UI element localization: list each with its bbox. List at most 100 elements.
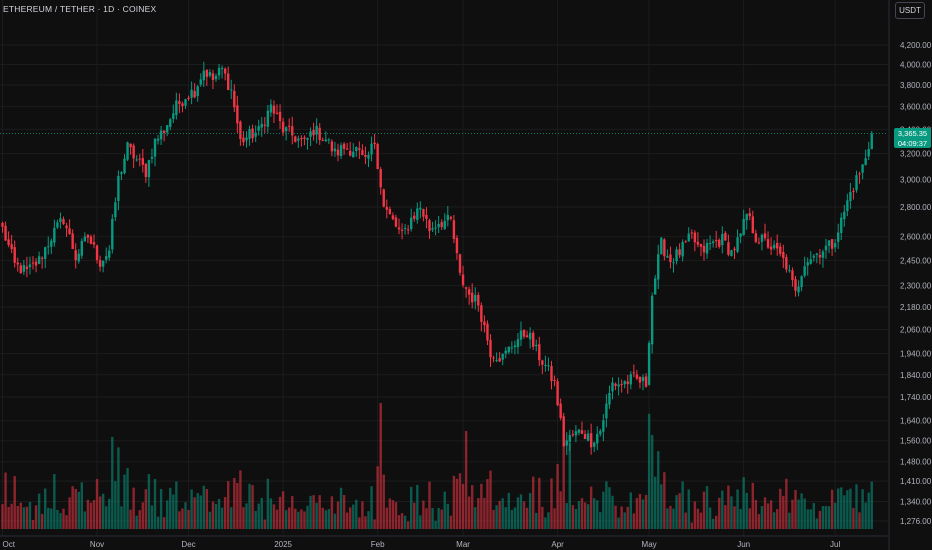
candle-body <box>211 73 215 81</box>
volume-bar <box>711 518 715 529</box>
candle-body <box>400 229 404 231</box>
candle-body <box>477 294 480 306</box>
candle-body <box>342 143 346 149</box>
volume-bar <box>59 513 62 529</box>
candle-body <box>324 139 327 142</box>
candle-body <box>849 192 852 201</box>
volume-bar <box>623 512 626 529</box>
volume-bar <box>522 501 526 529</box>
candle-body <box>120 172 123 175</box>
volume-bar <box>803 498 806 529</box>
volume-bar <box>672 508 675 529</box>
volume-bar <box>214 503 218 529</box>
volume-bar <box>315 502 318 529</box>
candle-body <box>522 329 526 337</box>
volume-bar <box>544 517 547 529</box>
volume-bar <box>660 484 663 529</box>
volume-bar <box>126 468 129 529</box>
candle-body <box>614 383 617 386</box>
volume-bar <box>559 491 562 529</box>
volume-bar <box>95 478 99 529</box>
volume-bar <box>492 509 495 529</box>
volume-bar <box>141 502 144 529</box>
candle-body <box>483 321 486 326</box>
candle-body <box>791 270 794 280</box>
volume-bar <box>132 487 135 529</box>
volume-bar <box>187 509 190 529</box>
volume-bar <box>74 488 77 529</box>
candle-body <box>486 323 489 341</box>
volume-bar <box>733 506 736 529</box>
volume-bar <box>794 489 797 529</box>
volume-bar <box>239 470 242 529</box>
candle-body <box>830 239 834 249</box>
candle-body <box>336 149 340 156</box>
candle-body <box>821 251 825 258</box>
candle-body <box>833 243 837 248</box>
volume-bar <box>120 506 123 529</box>
candle-body <box>617 384 620 387</box>
volume-bar <box>461 483 465 529</box>
candle-body <box>571 434 575 436</box>
volume-bar <box>4 472 7 529</box>
volume-bar <box>708 507 712 529</box>
volume-bar <box>650 435 654 529</box>
candle-body <box>65 225 68 229</box>
currency-button[interactable]: USDT <box>895 2 925 19</box>
volume-bar <box>776 509 779 529</box>
volume-bar <box>550 478 553 529</box>
volume-bar <box>388 498 392 529</box>
volume-bar <box>205 489 209 529</box>
volume-bar <box>275 509 279 529</box>
candle-body <box>74 250 77 261</box>
y-tick-label: 1,480.00 <box>900 458 932 467</box>
candle-body <box>80 240 83 256</box>
candle-body <box>504 350 507 354</box>
candle-body <box>385 206 388 210</box>
x-tick-label: Oct <box>3 540 16 549</box>
candle-body <box>10 244 13 250</box>
volume-bar <box>583 502 587 529</box>
volume-bar <box>242 507 245 529</box>
volume-bar <box>352 504 355 529</box>
volume-bar <box>77 491 80 529</box>
candle-body <box>650 295 654 345</box>
volume-bar <box>306 505 309 529</box>
candle-body <box>376 143 379 170</box>
candle-body <box>413 215 416 219</box>
volume-bar <box>327 509 331 529</box>
volume-bar <box>452 475 456 529</box>
candle-body <box>611 382 614 392</box>
candle-body <box>428 220 431 232</box>
volume-bar <box>641 499 645 529</box>
volume-bar <box>330 496 334 529</box>
candle-body <box>785 257 788 270</box>
volume-bar <box>837 488 840 529</box>
candle-body <box>34 261 38 266</box>
volume-bar <box>730 496 733 529</box>
candle-body <box>330 141 334 152</box>
candle-body <box>89 236 93 244</box>
candle-body <box>852 190 855 192</box>
volume-bar <box>742 477 745 529</box>
volume-bar <box>44 488 47 529</box>
volume-bar <box>291 496 294 529</box>
volume-bar <box>135 515 138 529</box>
candle-body <box>684 241 687 243</box>
volume-bar <box>419 515 422 529</box>
volume-bar <box>760 506 764 529</box>
volume-bar <box>257 503 260 529</box>
volume-bar <box>196 493 199 529</box>
candle-body <box>602 420 605 432</box>
candle-body <box>480 305 483 322</box>
candle-body <box>364 154 367 157</box>
candle-body <box>236 105 239 124</box>
candle-body <box>370 143 373 155</box>
candle-body <box>751 216 754 234</box>
symbol-title: ETHEREUM / TETHER · 1D · COINEX <box>3 4 157 14</box>
candle-body <box>105 256 108 260</box>
volume-bar <box>34 505 38 529</box>
volume-bar <box>840 487 843 529</box>
